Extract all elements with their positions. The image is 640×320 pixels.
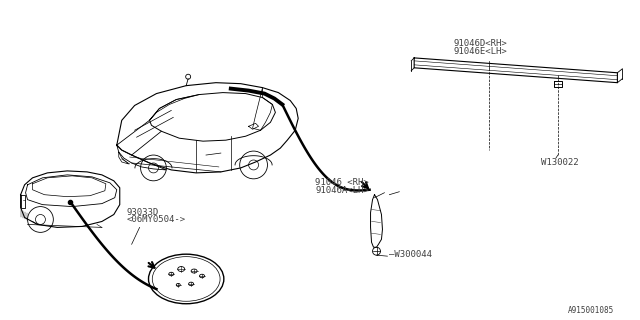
Text: W130022: W130022: [541, 158, 579, 167]
Text: <06MY0504->: <06MY0504->: [127, 215, 186, 224]
Text: 91046D<RH>: 91046D<RH>: [454, 39, 508, 48]
Text: 91046A<LH>: 91046A<LH>: [315, 186, 369, 195]
Text: 91046 <RH>: 91046 <RH>: [315, 178, 369, 187]
Text: 91046E<LH>: 91046E<LH>: [454, 47, 508, 56]
Text: 93033D: 93033D: [127, 208, 159, 217]
Text: —W300044: —W300044: [389, 250, 433, 259]
Text: A915001085: A915001085: [568, 306, 614, 315]
